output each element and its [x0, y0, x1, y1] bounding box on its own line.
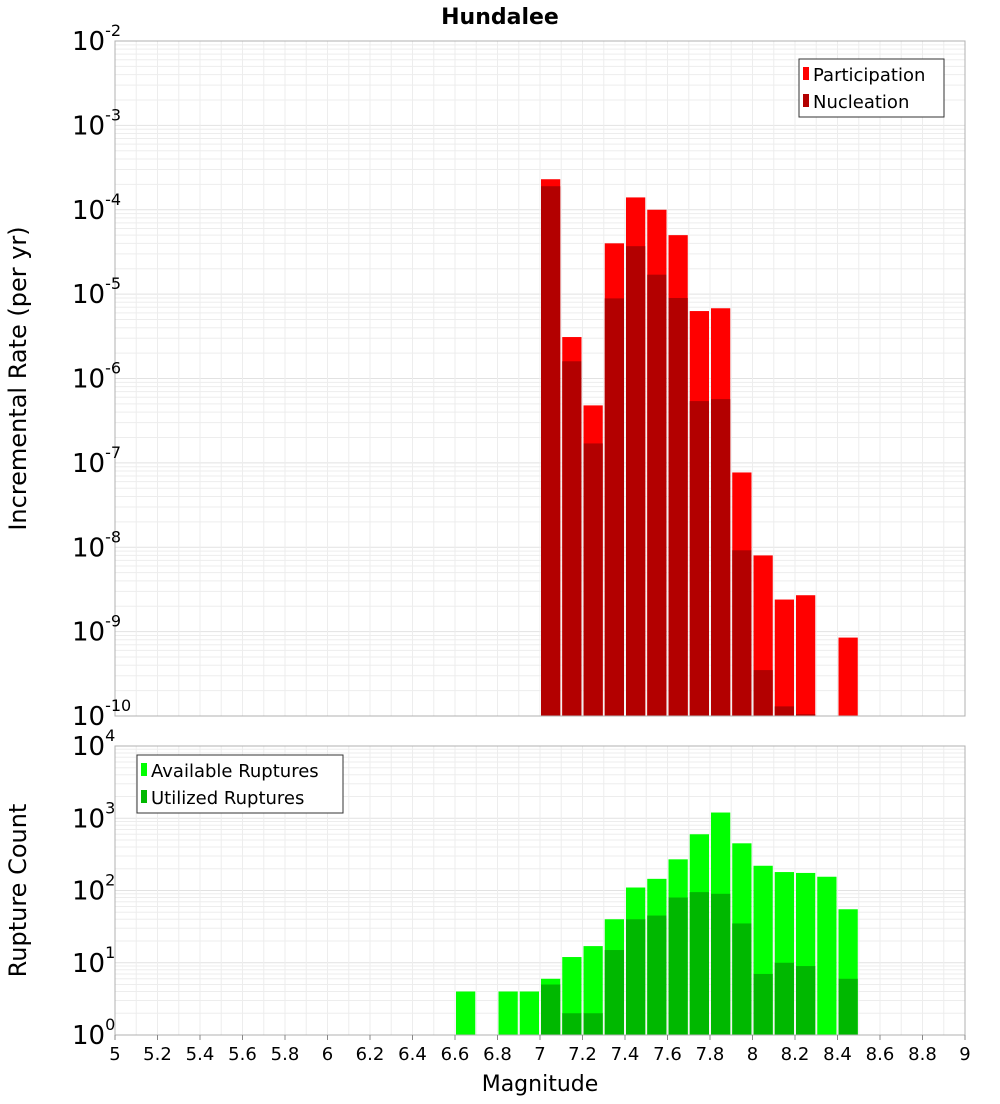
- x-tick-label: 7: [534, 1044, 545, 1065]
- legend-swatch: [141, 763, 147, 776]
- x-tick-label: 8: [747, 1044, 758, 1065]
- bar: [838, 637, 858, 716]
- y-axis-label: Rupture Count: [4, 804, 32, 978]
- bar: [626, 246, 646, 716]
- bar: [604, 950, 624, 1035]
- x-axis-label: Magnitude: [482, 1072, 599, 1097]
- bar: [456, 991, 476, 1035]
- x-tick-label: 7.4: [611, 1044, 640, 1065]
- bar: [647, 915, 667, 1035]
- y-tick-label: 10-9: [72, 612, 121, 648]
- series-utilized-ruptures: [541, 892, 858, 1035]
- bar: [541, 984, 561, 1035]
- grid-rate: [114, 41, 966, 717]
- bar: [562, 361, 582, 716]
- x-tick-label: 8.4: [823, 1044, 852, 1065]
- bar: [732, 550, 752, 716]
- legend-label: Utilized Ruptures: [151, 788, 304, 809]
- bar: [774, 706, 794, 716]
- y-tick-label: 10-6: [72, 359, 121, 395]
- plot-frame: [114, 40, 966, 717]
- x-ticks: 5 5.2 5.4 5.6 5.8 6 6.2 6.4 6.6 6.8 7 7.2 7.4 7.6 7.8 8…: [109, 1035, 971, 1065]
- x-tick-label: 6.8: [483, 1044, 512, 1065]
- x-tick-label: 6.4: [398, 1044, 427, 1065]
- x-tick-label: 8.6: [866, 1044, 895, 1065]
- legend-box: [136, 754, 344, 814]
- legend-rate: Participation Nucleation: [798, 58, 945, 118]
- y-tick-label: 10-4: [72, 190, 121, 226]
- series-nucleation: [541, 186, 816, 716]
- bar: [583, 1013, 603, 1035]
- bar: [774, 599, 794, 716]
- legend-label: Nucleation: [813, 92, 909, 113]
- bar: [689, 892, 709, 1035]
- y-tick-label: 101: [72, 943, 115, 979]
- y-tick-label: 10-5: [72, 274, 121, 310]
- y-tick-label: 10-3: [72, 105, 121, 141]
- legend-label: Available Ruptures: [151, 761, 319, 782]
- x-tick-label: 5.2: [143, 1044, 172, 1065]
- bar: [583, 946, 603, 1035]
- bar: [626, 919, 646, 1035]
- x-tick-label: 6: [322, 1044, 333, 1065]
- x-tick-label: 8.2: [781, 1044, 810, 1065]
- bar: [647, 274, 667, 716]
- bar: [796, 966, 816, 1035]
- x-tick-label: 8.8: [908, 1044, 937, 1065]
- bar: [838, 978, 858, 1035]
- legend-swatch: [803, 94, 809, 107]
- bar: [583, 443, 603, 716]
- x-tick-label: 9: [959, 1044, 970, 1065]
- legend-box: [798, 58, 945, 118]
- bar: [774, 962, 794, 1035]
- bar: [711, 893, 731, 1035]
- x-tick-label: 5.6: [228, 1044, 257, 1065]
- x-tick-label: 6.6: [441, 1044, 470, 1065]
- y-tick-label: 102: [72, 871, 115, 907]
- legend-swatch: [803, 67, 809, 80]
- legend-label: Participation: [813, 65, 925, 86]
- bar: [817, 876, 837, 1035]
- y-axis-label: Incremental Rate (per yr): [4, 226, 32, 530]
- legend-count: Available Ruptures Utilized Ruptures: [136, 754, 344, 814]
- x-tick-label: 7.2: [568, 1044, 597, 1065]
- y-tick-label: 103: [72, 798, 115, 834]
- panel-rate: 10-10 10-9 10-8 10-7 10-6 10-5 10-4 10-3 10-2 Inc…: [4, 21, 966, 732]
- y-tick-label: 10-7: [72, 443, 121, 479]
- bar: [668, 297, 688, 716]
- bar: [796, 595, 816, 716]
- y-tick-label: 10-10: [72, 696, 131, 732]
- x-tick-label: 7.8: [696, 1044, 725, 1065]
- y-ticks-rate: 10-10 10-9 10-8 10-7 10-6 10-5 10-4 10-3 10-2: [72, 21, 131, 732]
- y-tick-label: 10-2: [72, 21, 121, 57]
- x-tick-label: 5: [109, 1044, 120, 1065]
- bar: [519, 991, 539, 1035]
- bar: [732, 923, 752, 1035]
- bar: [562, 1013, 582, 1035]
- bar: [711, 399, 731, 716]
- bar: [668, 897, 688, 1035]
- legend-swatch: [141, 790, 147, 803]
- x-tick-label: 6.2: [356, 1044, 385, 1065]
- bar: [753, 670, 773, 716]
- x-tick-label: 5.4: [186, 1044, 215, 1065]
- chart-title: Hundalee: [441, 5, 559, 30]
- y-tick-label: 10-8: [72, 527, 121, 563]
- bar: [689, 401, 709, 716]
- bar: [604, 298, 624, 716]
- y-tick-label: 104: [72, 726, 115, 762]
- bar: [541, 186, 561, 716]
- bar: [498, 991, 518, 1035]
- bar: [796, 714, 816, 716]
- bar: [753, 973, 773, 1035]
- x-tick-label: 7.6: [653, 1044, 682, 1065]
- x-tick-label: 5.8: [271, 1044, 300, 1065]
